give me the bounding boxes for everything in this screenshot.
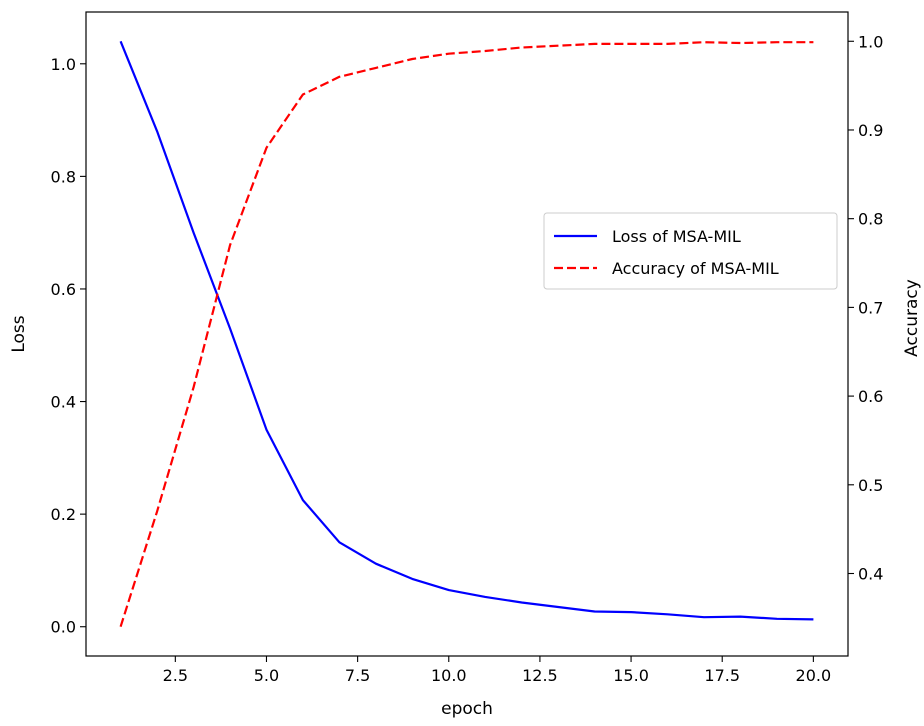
y-tick-label: 0.0 <box>51 618 76 637</box>
y-tick-label: 0.4 <box>51 393 76 412</box>
y-axis-right-title: Accuracy <box>902 279 922 357</box>
x-tick-label: 5.0 <box>254 666 279 685</box>
legend: Loss of MSA-MIL Accuracy of MSA-MIL <box>543 212 838 290</box>
plot-area <box>85 11 849 657</box>
y-tick-label: 0.8 <box>51 167 76 186</box>
y2-tick-label: 0.5 <box>858 476 883 495</box>
x-axis-ticks: 2.5 5.0 7.5 10.0 12.5 15.0 17.5 20.0 <box>163 656 832 685</box>
x-tick-label: 15.0 <box>613 666 649 685</box>
series-layer <box>119 40 814 628</box>
x-tick-label: 7.5 <box>345 666 370 685</box>
accuracy-series-line <box>119 41 814 628</box>
y-tick-label: 0.6 <box>51 280 76 299</box>
y2-tick-label: 0.6 <box>858 387 883 406</box>
x-tick-label: 2.5 <box>163 666 188 685</box>
y-tick-label: 1.0 <box>51 55 76 74</box>
legend-label-accuracy: Accuracy of MSA-MIL <box>612 259 779 278</box>
y2-tick-label: 0.9 <box>858 121 883 140</box>
x-tick-label: 10.0 <box>431 666 467 685</box>
axes-frame <box>85 11 849 657</box>
y2-tick-label: 0.4 <box>858 565 883 584</box>
loss-series-line <box>119 40 814 621</box>
legend-box <box>543 212 838 290</box>
x-tick-label: 12.5 <box>522 666 558 685</box>
y-axis-right-ticks: 0.4 0.5 0.6 0.7 0.8 0.9 1.0 <box>848 32 883 584</box>
x-axis-title: epoch <box>441 699 493 719</box>
y2-tick-label: 0.7 <box>858 298 883 317</box>
y2-tick-label: 0.8 <box>858 210 883 229</box>
x-tick-label: 17.5 <box>704 666 740 685</box>
legend-label-loss: Loss of MSA-MIL <box>612 227 741 246</box>
y2-tick-label: 1.0 <box>858 32 883 51</box>
x-tick-label: 20.0 <box>796 666 832 685</box>
y-tick-label: 0.2 <box>51 505 76 524</box>
y-axis-left-ticks: 0.0 0.2 0.4 0.6 0.8 1.0 <box>51 55 86 637</box>
y-axis-left-title: Loss <box>9 315 29 352</box>
